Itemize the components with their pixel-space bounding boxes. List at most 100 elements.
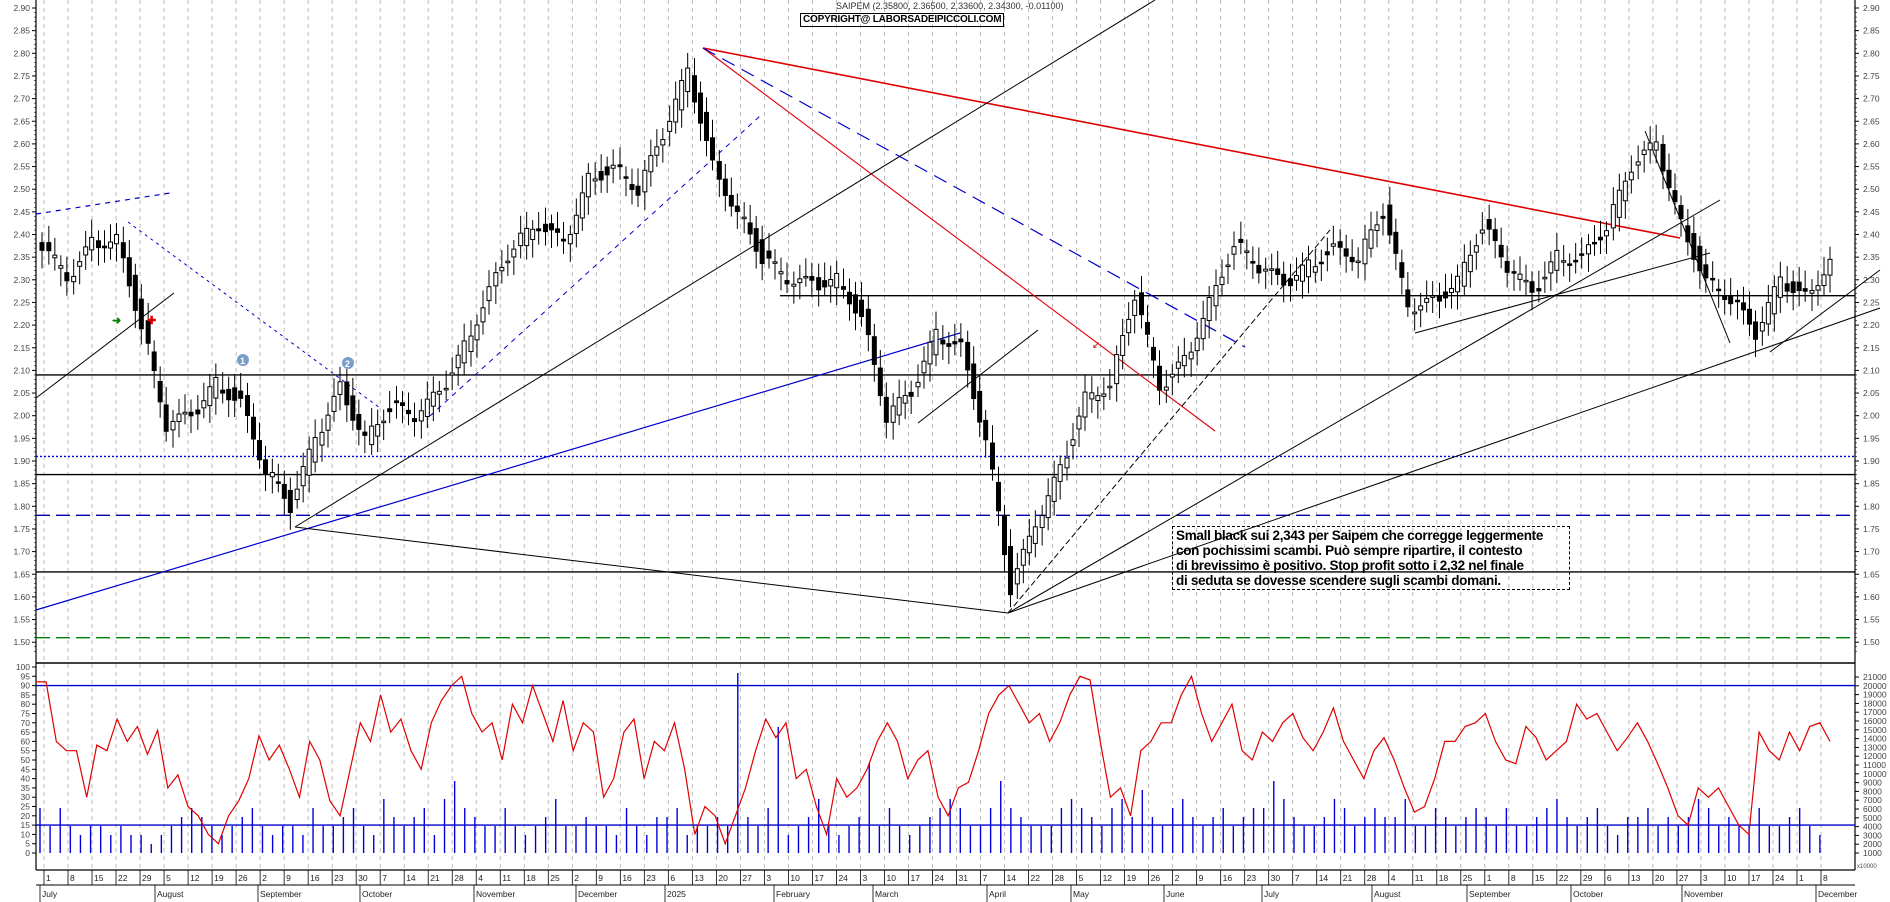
candle-body [1765, 302, 1771, 325]
candle-body [549, 223, 554, 231]
candle-body [1548, 261, 1554, 274]
osc-tick-label: 45 [21, 764, 31, 774]
candle-body [1678, 204, 1684, 220]
vertical-gridlines [43, 0, 1822, 868]
volume-tick-label: 7000 [1863, 795, 1882, 805]
candle-body [977, 390, 983, 423]
candle-body [635, 185, 641, 196]
candle-body [716, 161, 722, 180]
candle-body [1504, 260, 1510, 273]
price-tick-label: 2.20 [13, 320, 30, 330]
day-tick-label: 14 [1007, 873, 1017, 883]
candle-body [71, 275, 77, 283]
price-tick-label: 2.40 [13, 230, 30, 240]
candle-body [1461, 261, 1467, 287]
candle-body [543, 223, 548, 233]
candle-body [1753, 321, 1758, 340]
price-tick-label: 2.10 [1863, 365, 1880, 375]
price-tick-label: 2.50 [1863, 184, 1880, 194]
candle-body [1188, 351, 1194, 360]
candle-body [1126, 318, 1132, 334]
candle-body [1809, 289, 1815, 294]
candle-body [1821, 274, 1827, 287]
candle-body [344, 381, 350, 406]
candle-body [1567, 263, 1573, 266]
candle-body [281, 483, 287, 499]
candle-body [1231, 246, 1237, 255]
price-tick-label: 2.45 [13, 207, 30, 217]
candle-body [1511, 271, 1517, 274]
day-tick-label: 4 [478, 873, 483, 883]
candle-body [865, 308, 871, 336]
price-tick-label: 2.30 [1863, 275, 1880, 285]
day-tick-label: 5 [166, 873, 171, 883]
volume-unit-label: x10000 [1857, 864, 1877, 870]
candle-body [468, 335, 474, 353]
candle-body [1592, 241, 1597, 245]
candle-body [890, 405, 896, 423]
candle-body [39, 242, 45, 251]
candle-body [96, 240, 101, 249]
red-resistance-trendline [702, 47, 1681, 239]
candle-body [77, 261, 83, 267]
price-tick-label: 2.75 [1863, 71, 1880, 81]
candle-body [120, 242, 126, 259]
candle-body [822, 280, 828, 288]
price-tick-label: 1.50 [1863, 637, 1880, 647]
candle-body [1014, 568, 1020, 585]
candle-body [1710, 277, 1716, 281]
price-tick-label: 2.35 [13, 252, 30, 262]
candle-body [1107, 385, 1113, 389]
month-label: July [1264, 889, 1280, 899]
volume-tick-label: 14000 [1863, 734, 1887, 744]
candle-body [841, 286, 846, 290]
day-tick-label: 7 [382, 873, 387, 883]
candle-body [791, 283, 797, 287]
day-tick-label: 29 [142, 873, 152, 883]
day-tick-label: 12 [1103, 873, 1113, 883]
candle-body [555, 228, 560, 233]
price-tick-label: 2.65 [1863, 116, 1880, 126]
price-tick-label: 1.55 [1863, 615, 1880, 625]
candle-body [213, 377, 219, 399]
day-tick-label: 2 [262, 873, 267, 883]
candle-body [908, 391, 914, 397]
black-dotted-trendline [1007, 229, 1331, 614]
marker-2-label: 2 [345, 359, 350, 369]
candle-body [89, 236, 95, 251]
day-tick-label: 14 [1319, 873, 1329, 883]
candle-body [1120, 335, 1126, 356]
candle-body [387, 408, 393, 413]
month-label: October [1573, 889, 1603, 899]
candle-body [455, 354, 461, 369]
day-tick-label: 10 [886, 873, 896, 883]
day-tick-label: 23 [646, 873, 656, 883]
candle-body [1076, 415, 1082, 430]
candle-body [530, 228, 536, 241]
day-tick-label: 15 [1535, 873, 1545, 883]
candle-body [853, 294, 858, 314]
candle-body [1741, 302, 1746, 311]
day-tick-label: 3 [766, 873, 771, 883]
blue-support-trendline [35, 332, 961, 611]
candle-body [418, 410, 424, 422]
candle-body [1703, 264, 1709, 279]
candle-body [1213, 285, 1219, 307]
osc-tick-label: 80 [21, 699, 31, 709]
candle-body [58, 265, 64, 269]
candle-body [753, 228, 759, 252]
black-support-trendline [294, 526, 1009, 614]
day-tick-label: 31 [959, 873, 969, 883]
candle-body [474, 324, 480, 341]
price-tick-label: 1.80 [1863, 501, 1880, 511]
candle-body [940, 339, 946, 345]
candle-body [182, 411, 188, 415]
candle-body [1362, 238, 1368, 265]
osc-tick-label: 25 [21, 802, 31, 812]
volume-tick-label: 4000 [1863, 822, 1882, 832]
candle-body [1026, 535, 1032, 554]
candle-body [518, 232, 524, 247]
oscillator-panel: 1009590858075706560555045403530252015105… [16, 662, 1887, 870]
day-tick-label: 25 [1463, 873, 1473, 883]
red-arrow-icon: ✚ [147, 315, 156, 327]
